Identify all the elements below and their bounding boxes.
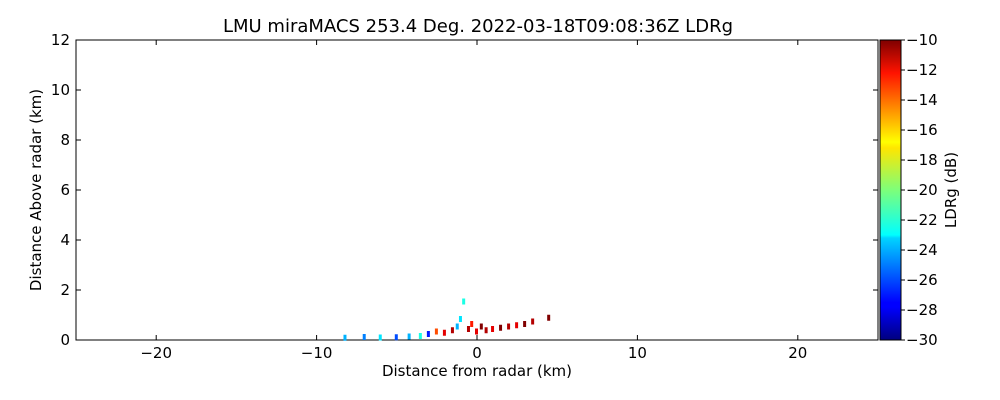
ldr-point (418, 333, 422, 339)
plot-area: −20 −10 0 10 20 0 2 4 6 8 10 12 (51, 31, 879, 362)
colorbar-tick-label: −18 (906, 151, 938, 169)
y-tick-label: 0 (60, 331, 70, 349)
ldr-point (507, 323, 511, 330)
y-tick-label: 8 (60, 131, 70, 149)
ldr-point (499, 324, 503, 331)
colorbar-tick-label: −24 (906, 241, 938, 259)
ldr-point (484, 327, 488, 334)
ldr-point (491, 326, 495, 332)
x-axis-label: Distance from radar (km) (382, 362, 572, 380)
ldr-point (479, 323, 483, 330)
ldr-point (434, 328, 438, 335)
colorbar-tick-label: −14 (906, 91, 938, 109)
ldr-point (470, 321, 474, 327)
y-tick-label: 12 (51, 31, 70, 49)
colorbar-tick-label: −16 (906, 121, 938, 139)
colorbar-gradient (879, 39, 902, 341)
colorbar-tick-label: −20 (906, 181, 938, 199)
x-tick-label: −20 (140, 344, 172, 362)
chart-title: LMU miraMACS 253.4 Deg. 2022-03-18T09:08… (223, 16, 733, 37)
y-tick-label: 10 (51, 81, 70, 99)
y-axis-label: Distance Above radar (km) (27, 89, 45, 291)
ldr-point (426, 331, 430, 337)
ldr-point (462, 298, 466, 305)
y-tick-label: 2 (60, 281, 70, 299)
x-tick-label: 10 (628, 344, 647, 362)
colorbar-tick-label: −26 (906, 271, 938, 289)
x-tick-label: 0 (472, 344, 482, 362)
ldr-point (466, 326, 470, 332)
colorbar-label: LDRg (dB) (942, 152, 960, 228)
ldr-point (458, 316, 462, 322)
plot-frame (75, 39, 879, 341)
colorbar-tick-label: −12 (906, 61, 938, 79)
colorbar-tick-label: −10 (906, 31, 938, 49)
ldr-point (450, 327, 454, 334)
ldr-point (515, 322, 519, 329)
ldr-point (362, 334, 366, 340)
ldr-point (455, 323, 459, 330)
ldr-point (442, 329, 446, 336)
x-tick-label: 20 (788, 344, 807, 362)
colorbar-tick-label: −28 (906, 301, 938, 319)
y-tick-label: 6 (60, 181, 70, 199)
colorbar: −10 −12 −14 −16 −18 −20 −22 −24 −26 −28 −30 LDRg (… (879, 31, 960, 349)
ldr-point (531, 318, 535, 325)
colorbar-ticks: −10 −12 −14 −16 −18 −20 −22 −24 −26 −28 −30 (901, 31, 938, 349)
ldr-point (394, 334, 398, 341)
ldr-point (343, 334, 347, 341)
colorbar-tick-label: −30 (906, 331, 938, 349)
ldr-point (378, 334, 382, 341)
x-tick-label: −10 (301, 344, 333, 362)
data-marks (343, 298, 551, 341)
x-axis: −20 −10 0 10 20 (140, 40, 807, 362)
ldr-point (547, 314, 551, 321)
ldr-point (523, 321, 527, 327)
ldr-point (407, 333, 411, 340)
colorbar-tick-label: −22 (906, 211, 938, 229)
y-tick-label: 4 (60, 231, 70, 249)
ldr-point (475, 328, 478, 335)
y-axis: 0 2 4 6 8 10 12 (51, 31, 878, 349)
